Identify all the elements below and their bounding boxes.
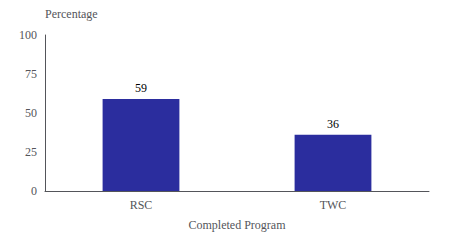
svg-text:59: 59 — [135, 81, 147, 95]
svg-text:50: 50 — [25, 106, 37, 120]
svg-text:Percentage: Percentage — [45, 7, 98, 21]
svg-text:0: 0 — [31, 184, 37, 198]
svg-text:Completed Program: Completed Program — [189, 218, 287, 232]
svg-text:36: 36 — [327, 117, 339, 131]
svg-text:75: 75 — [25, 67, 37, 81]
svg-text:TWC: TWC — [320, 198, 347, 212]
svg-text:100: 100 — [19, 28, 37, 42]
svg-text:25: 25 — [25, 145, 37, 159]
svg-text:RSC: RSC — [130, 198, 153, 212]
